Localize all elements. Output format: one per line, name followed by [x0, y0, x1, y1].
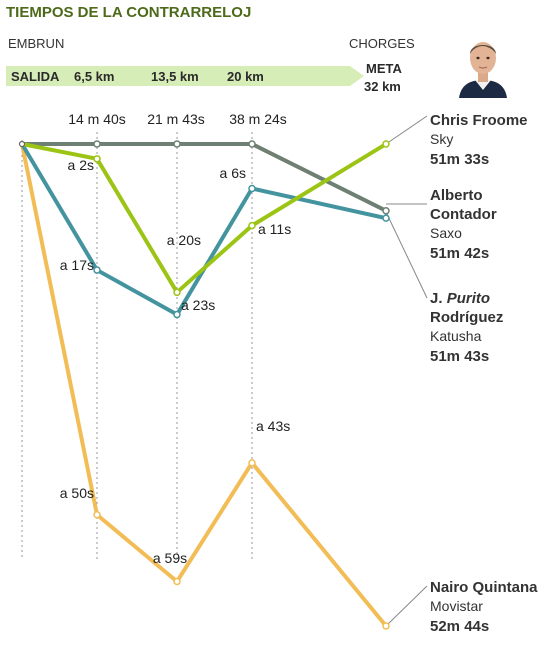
checkpoint-label-1: 6,5 km [74, 69, 114, 84]
point-froome-2 [173, 140, 181, 148]
checkpoint-label-3: 20 km [227, 69, 264, 84]
series-points [18, 140, 390, 630]
point-froome-3 [248, 140, 256, 148]
point-quintana-1 [93, 511, 101, 519]
start-point [18, 140, 26, 148]
rider-label-froome: Chris Froome Sky 51m 33s [430, 112, 528, 168]
data-label-contador-2: a 23s [181, 297, 215, 313]
finish-distance: 32 km [364, 79, 401, 94]
course-bar [6, 66, 364, 86]
leader-split-1: 14 m 40s [68, 111, 126, 127]
rider-name: Rodríguez [430, 309, 503, 326]
point-rodriguez-4 [382, 140, 390, 148]
series-line-quintana [20, 142, 388, 628]
rider-label-contador: Alberto Contador Saxo 51m 42s [430, 187, 497, 262]
point-contador-3 [248, 184, 256, 193]
rider-team: Saxo [430, 225, 462, 241]
point-quintana-2 [173, 577, 181, 586]
finish-place: CHORGES [349, 36, 415, 51]
connector-rodriguez [385, 211, 428, 299]
rider-labels: Chris Froome Sky 51m 33s Alberto Contador Sax… [430, 112, 538, 635]
rider-team: Sky [430, 131, 453, 147]
rider-time: 52m 44s [430, 618, 489, 635]
point-rodriguez-2 [173, 288, 181, 297]
data-label-quintana-1: a 50s [60, 485, 94, 501]
checkpoint-guides [21, 132, 253, 560]
point-contador-4 [382, 214, 390, 222]
data-label-rodriguez-2: a 20s [167, 232, 201, 248]
data-label-contador-1: a 17s [60, 257, 94, 273]
point-froome-4 [382, 206, 390, 215]
rider-name: Alberto [430, 187, 483, 204]
point-quintana-3 [248, 459, 256, 467]
rider-label-rodriguez: J. Purito Rodríguez Katusha 51m 43s [430, 290, 503, 365]
point-rodriguez-1 [93, 155, 101, 163]
rider-time: 51m 43s [430, 348, 489, 365]
finish-label: META [366, 61, 402, 76]
data-label-quintana-2: a 59s [153, 550, 187, 566]
connector-quintana [385, 585, 428, 627]
point-contador-1 [93, 266, 101, 274]
data-label-contador-3: a 6s [220, 165, 246, 181]
rider-name: Chris Froome [430, 112, 528, 129]
rider-time: 51m 42s [430, 245, 489, 262]
point-froome-1 [93, 140, 101, 148]
rider-portrait-icon [455, 36, 511, 98]
data-label-quintana-3: a 43s [256, 418, 290, 434]
rider-team: Katusha [430, 328, 482, 344]
checkpoint-label-2: 13,5 km [151, 69, 199, 84]
rider-team: Movistar [430, 598, 483, 614]
point-contador-2 [173, 310, 181, 319]
rider-connectors [385, 115, 428, 627]
connector-froome [385, 115, 428, 145]
data-label-rodriguez-3: a 11s [258, 221, 291, 237]
data-labels: a 50s a 59s a 43s a 17s a 23s a 6s a 2s a 20s a … [60, 157, 291, 566]
rider-time: 51m 33s [430, 151, 489, 168]
point-rodriguez-3 [248, 221, 256, 230]
series-lines [20, 142, 388, 628]
data-label-rodriguez-1: a 2s [68, 157, 94, 173]
course-start-label: SALIDA [11, 69, 60, 84]
chart-title: TIEMPOS DE LA CONTRARRELOJ [6, 4, 251, 21]
rider-label-quintana: Nairo Quintana Movistar 52m 44s [430, 579, 538, 635]
rider-name: Contador [430, 206, 497, 223]
leader-split-2: 21 m 43s [147, 111, 205, 127]
leader-split-3: 38 m 24s [229, 111, 287, 127]
start-place: EMBRUN [8, 36, 64, 51]
rider-name: J. Purito [430, 290, 490, 307]
point-quintana-4 [382, 622, 390, 630]
rider-name: Nairo Quintana [430, 579, 538, 596]
